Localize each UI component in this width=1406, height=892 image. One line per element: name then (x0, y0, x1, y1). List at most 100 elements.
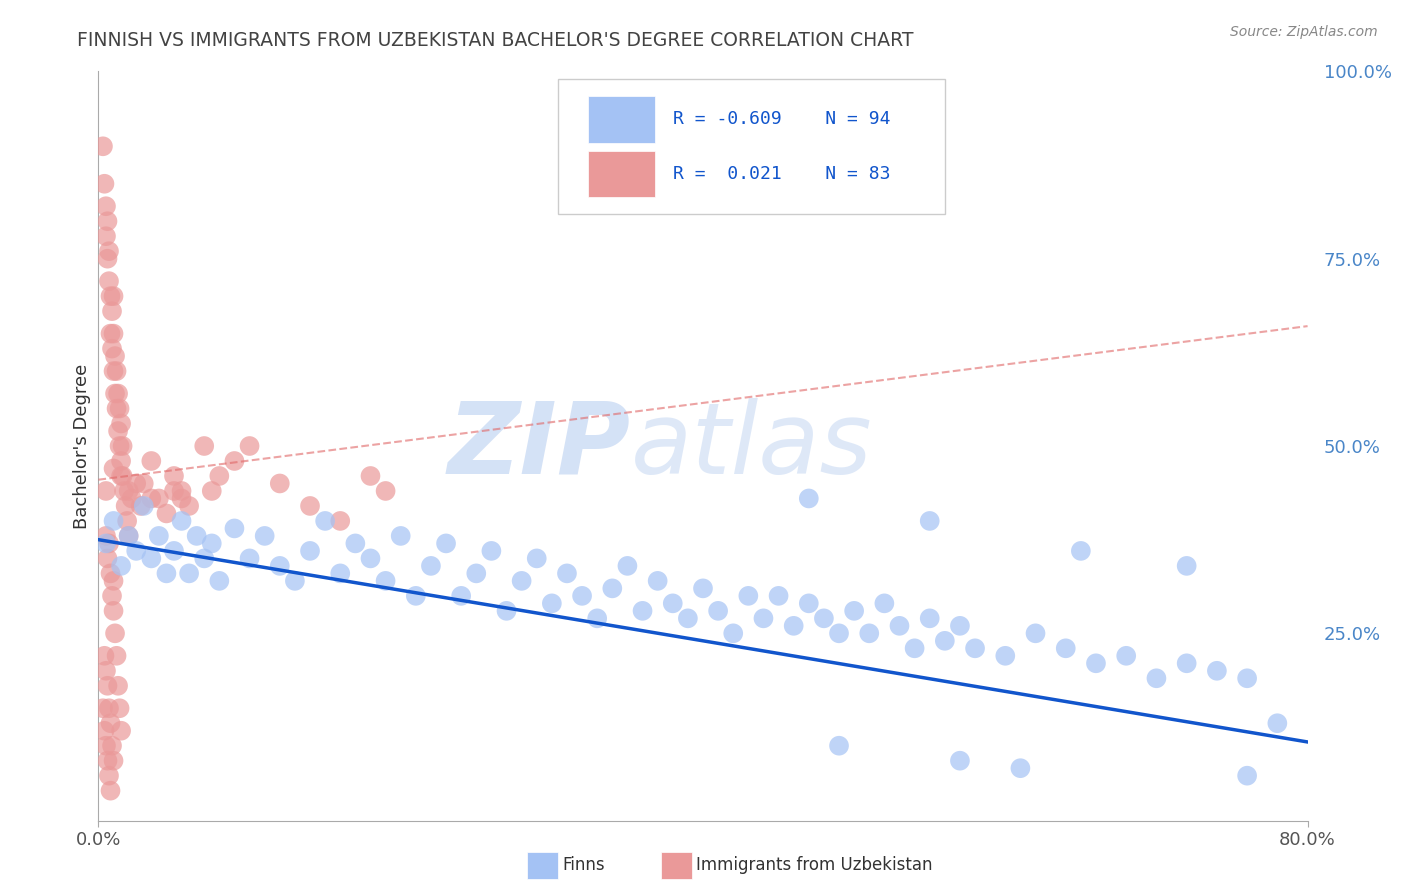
Point (148, 529, 170, 543)
Point (1115, 648, 1137, 663)
Point (965, 641, 987, 656)
Point (125, 544, 148, 558)
Point (1054, 641, 1077, 656)
Point (103, 461, 125, 475)
Point (100, 566, 122, 581)
Text: R = -0.609    N = 94: R = -0.609 N = 94 (673, 111, 890, 128)
Point (1267, 716, 1289, 731)
Point (148, 491, 170, 506)
Point (949, 619, 972, 633)
Point (91, 701, 114, 715)
Point (752, 611, 775, 625)
Point (103, 514, 125, 528)
Point (374, 483, 396, 498)
Point (98, 274, 121, 288)
Point (994, 648, 1017, 663)
Point (100, 716, 122, 731)
Point (103, 604, 125, 618)
Point (299, 499, 322, 513)
Point (94, 229, 117, 244)
Point (828, 626, 851, 640)
Point (602, 582, 624, 596)
Point (103, 754, 125, 768)
Point (100, 289, 122, 303)
Point (93, 177, 115, 191)
Point (526, 551, 548, 566)
FancyBboxPatch shape (588, 151, 655, 197)
Point (163, 483, 186, 498)
Point (465, 566, 488, 581)
Point (239, 439, 262, 453)
Point (129, 499, 152, 513)
Point (101, 739, 124, 753)
Point (360, 469, 382, 483)
Point (360, 551, 382, 566)
Point (1175, 558, 1198, 573)
Point (110, 558, 132, 573)
Point (540, 596, 562, 610)
Point (193, 551, 215, 566)
Point (101, 304, 124, 318)
Text: FINNISH VS IMMIGRANTS FROM UZBEKISTAN BACHELOR'S DEGREE CORRELATION CHART: FINNISH VS IMMIGRANTS FROM UZBEKISTAN BA… (77, 31, 914, 50)
Point (163, 469, 186, 483)
Point (103, 574, 125, 588)
Point (108, 401, 131, 416)
Point (179, 499, 201, 513)
Point (94, 199, 117, 213)
Text: atlas: atlas (630, 398, 872, 494)
Point (104, 349, 127, 363)
Point (107, 424, 129, 438)
Text: R =  0.021    N = 83: R = 0.021 N = 83 (673, 165, 890, 183)
Point (103, 364, 125, 378)
Point (105, 401, 128, 416)
Y-axis label: Bachelor's Degree: Bachelor's Degree (73, 363, 91, 529)
Point (96, 551, 118, 566)
Point (481, 544, 503, 558)
Point (108, 701, 131, 715)
FancyBboxPatch shape (588, 96, 655, 143)
Point (98, 244, 121, 259)
Point (93, 723, 115, 738)
Point (96, 754, 118, 768)
Point (1070, 544, 1092, 558)
Point (132, 499, 155, 513)
Point (707, 604, 730, 618)
Point (110, 454, 132, 468)
Point (344, 536, 367, 550)
Point (94, 739, 117, 753)
Point (100, 783, 122, 797)
Point (101, 589, 124, 603)
Point (586, 611, 609, 625)
Point (224, 454, 246, 468)
Point (1175, 657, 1198, 671)
Point (94, 483, 117, 498)
Point (93, 648, 115, 663)
Point (284, 574, 307, 588)
Point (110, 417, 132, 431)
Point (101, 342, 124, 356)
Point (450, 589, 472, 603)
Point (405, 589, 427, 603)
Point (208, 574, 231, 588)
Point (208, 469, 231, 483)
Point (1236, 671, 1258, 685)
Point (201, 536, 224, 550)
Point (420, 558, 443, 573)
Point (510, 574, 533, 588)
Point (299, 544, 322, 558)
Point (118, 529, 141, 543)
Point (858, 626, 880, 640)
Point (949, 754, 972, 768)
Point (1010, 761, 1032, 775)
Text: Finns: Finns (562, 856, 605, 874)
Point (314, 514, 336, 528)
Point (873, 596, 896, 610)
Point (193, 439, 215, 453)
Point (132, 476, 155, 491)
Point (918, 611, 941, 625)
Point (692, 582, 714, 596)
Point (94, 664, 117, 678)
Point (329, 514, 352, 528)
Point (1085, 657, 1108, 671)
Point (96, 252, 118, 266)
